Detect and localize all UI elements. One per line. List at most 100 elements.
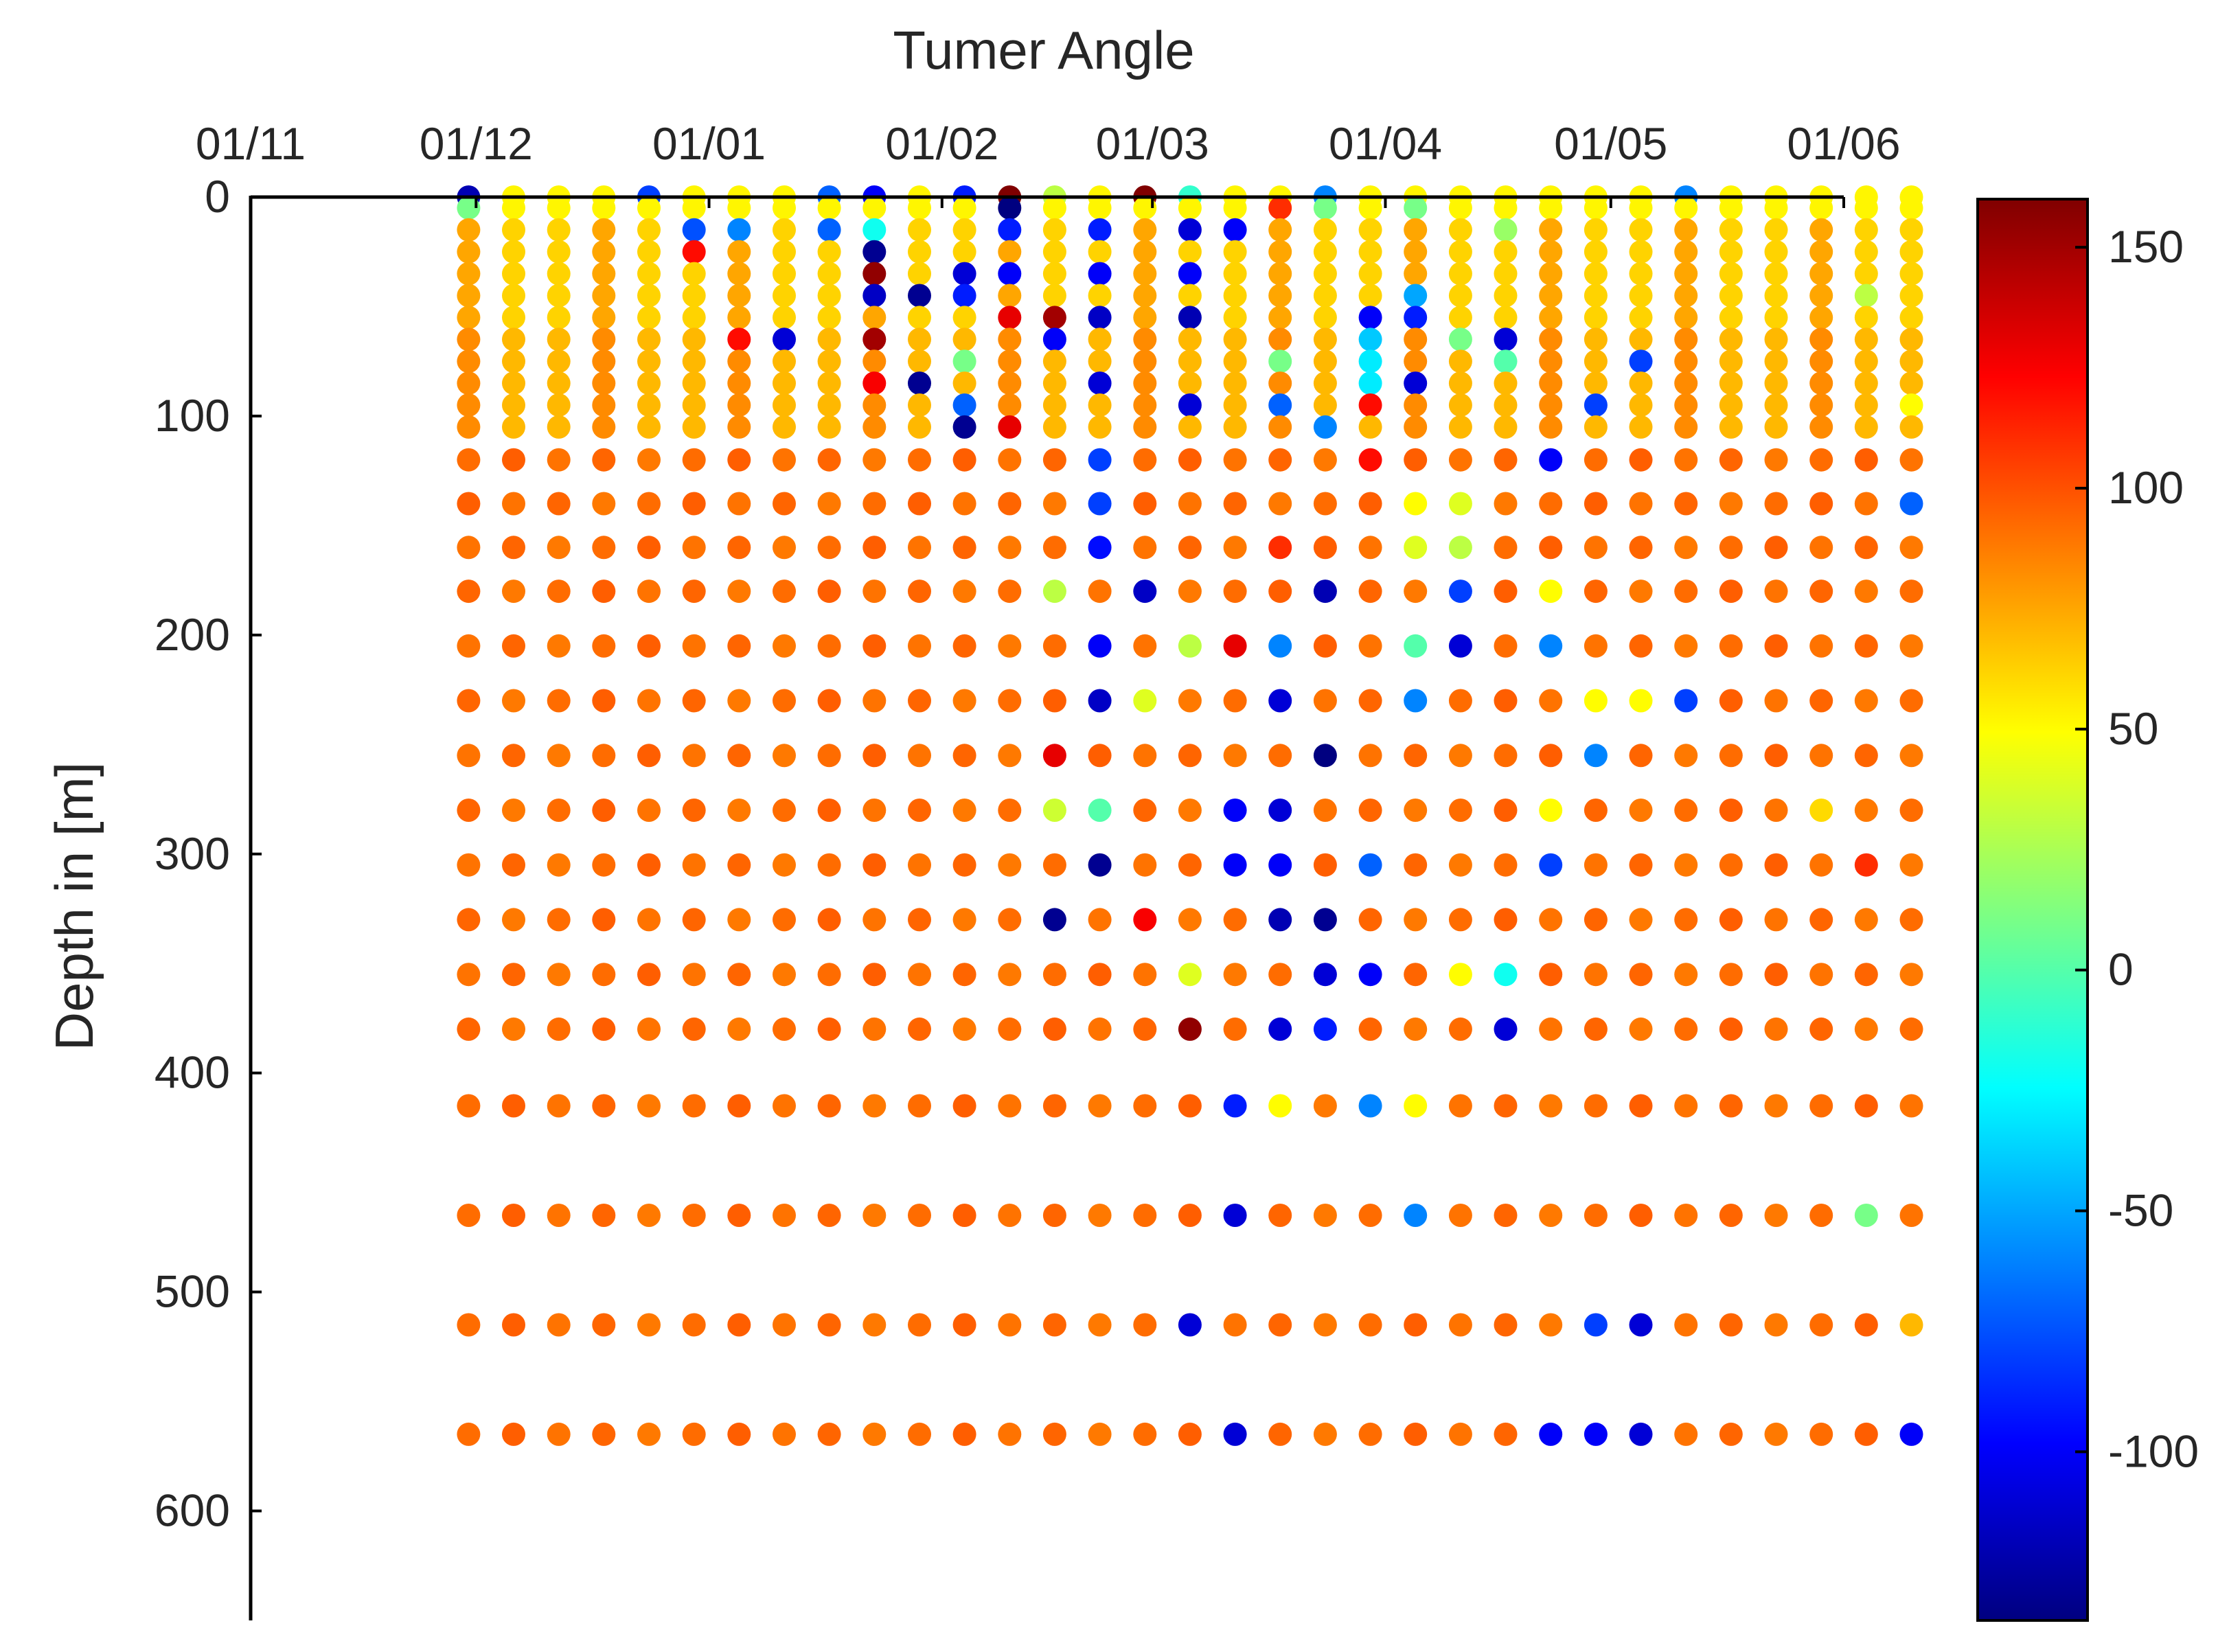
data-point xyxy=(1358,908,1382,932)
data-point xyxy=(1809,689,1833,713)
data-point xyxy=(1088,908,1112,932)
data-point xyxy=(1313,196,1337,220)
data-point xyxy=(1854,415,1878,439)
data-point xyxy=(1042,349,1066,374)
data-point xyxy=(817,744,841,768)
data-point xyxy=(1674,1204,1698,1227)
data-point xyxy=(682,448,706,472)
data-point xyxy=(952,218,976,242)
data-point xyxy=(1404,1204,1428,1227)
data-point xyxy=(1809,349,1833,374)
data-point xyxy=(1404,284,1428,308)
data-point xyxy=(1584,853,1608,877)
data-point xyxy=(1809,284,1833,308)
data-point xyxy=(908,328,931,352)
data-point xyxy=(1764,1313,1788,1337)
data-point xyxy=(1854,240,1878,264)
data-point xyxy=(1042,393,1066,417)
data-point xyxy=(457,634,481,658)
data-point xyxy=(547,284,571,308)
data-point xyxy=(998,1094,1022,1118)
data-point xyxy=(1448,492,1472,516)
data-point xyxy=(1539,371,1563,395)
data-point xyxy=(502,393,525,417)
data-point xyxy=(547,240,571,264)
data-point xyxy=(1719,328,1743,352)
data-point xyxy=(817,218,841,242)
data-point xyxy=(952,448,976,472)
data-point xyxy=(1133,284,1157,308)
data-point xyxy=(1223,448,1247,472)
data-point xyxy=(1719,415,1743,439)
data-point xyxy=(1133,908,1157,932)
data-point xyxy=(998,689,1022,713)
data-point xyxy=(1358,262,1382,286)
data-point xyxy=(637,218,661,242)
data-point xyxy=(1178,218,1202,242)
data-point xyxy=(1358,349,1382,374)
data-point xyxy=(1223,1422,1247,1446)
data-point xyxy=(1313,1313,1337,1337)
data-point xyxy=(1178,536,1202,560)
data-point xyxy=(1223,393,1247,417)
data-point xyxy=(998,240,1022,264)
data-point xyxy=(1674,328,1698,352)
data-point xyxy=(862,689,887,713)
data-point xyxy=(1268,536,1292,560)
x-axis-ticks: 01/11 01/12 01/01 01/02 01/03 01/04 01/05 01/06 xyxy=(196,118,1901,208)
data-point xyxy=(1539,908,1563,932)
data-point xyxy=(952,689,976,713)
data-point xyxy=(1133,963,1157,987)
data-point xyxy=(547,744,571,768)
data-point xyxy=(1899,580,1923,604)
data-point xyxy=(1268,853,1292,877)
data-point xyxy=(1854,1017,1878,1041)
data-point xyxy=(1494,492,1518,516)
data-point xyxy=(637,262,661,286)
data-point xyxy=(1764,634,1788,658)
data-point xyxy=(952,853,976,877)
data-point xyxy=(1539,963,1563,987)
data-point xyxy=(1539,306,1563,330)
data-point xyxy=(952,634,976,658)
data-point xyxy=(1584,393,1608,417)
data-point xyxy=(1719,689,1743,713)
data-point xyxy=(502,536,525,560)
data-point xyxy=(773,196,796,220)
data-point xyxy=(1313,415,1337,439)
data-point xyxy=(1719,196,1743,220)
data-point xyxy=(1042,536,1066,560)
data-point xyxy=(817,799,841,822)
data-point xyxy=(998,218,1022,242)
data-point xyxy=(1899,284,1923,308)
data-point xyxy=(1358,634,1382,658)
data-point xyxy=(1313,536,1337,560)
data-point xyxy=(1629,218,1653,242)
data-point xyxy=(1539,1204,1563,1227)
data-point xyxy=(502,634,525,658)
data-point xyxy=(1042,1422,1066,1446)
data-point xyxy=(1719,1422,1743,1446)
data-point xyxy=(502,240,525,264)
data-point xyxy=(908,1017,931,1041)
data-point xyxy=(1178,393,1202,417)
data-point xyxy=(1178,262,1202,286)
data-point xyxy=(1088,634,1112,658)
data-point xyxy=(457,306,481,330)
data-point xyxy=(682,634,706,658)
data-point xyxy=(1764,240,1788,264)
data-point xyxy=(1539,240,1563,264)
data-point xyxy=(1313,744,1337,768)
data-point xyxy=(862,328,887,352)
data-point xyxy=(908,371,931,395)
data-point xyxy=(547,393,571,417)
data-point xyxy=(1629,306,1653,330)
data-point xyxy=(1539,853,1563,877)
data-point xyxy=(1088,284,1112,308)
data-point xyxy=(1448,634,1472,658)
data-point xyxy=(457,689,481,713)
data-point xyxy=(1539,689,1563,713)
data-point xyxy=(773,240,796,264)
data-point xyxy=(773,415,796,439)
data-point xyxy=(1494,963,1518,987)
